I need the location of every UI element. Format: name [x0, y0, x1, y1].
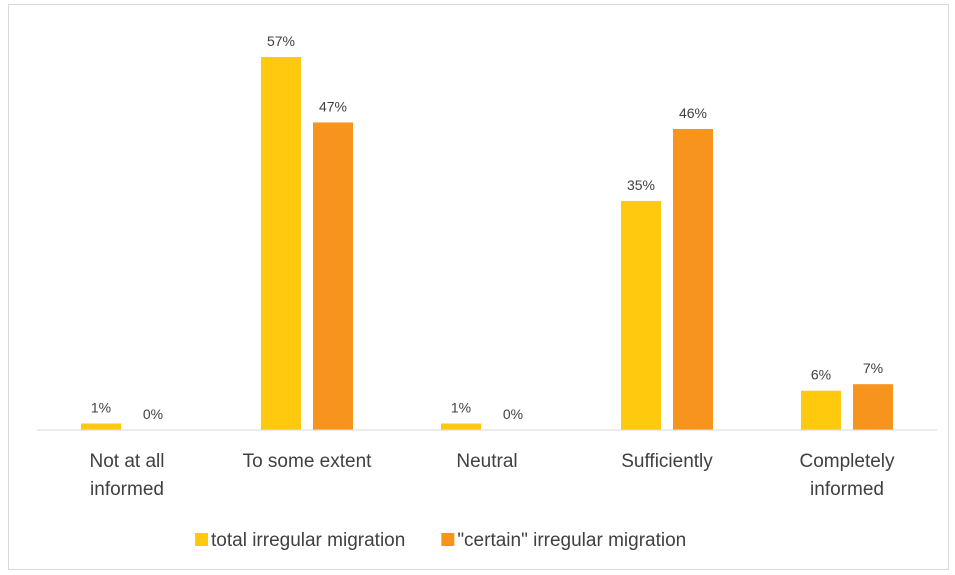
legend-label-0: total irregular migration [211, 530, 405, 551]
data-label-s0-c2: 1% [451, 399, 471, 415]
category-label-1-line-0: To some extent [243, 451, 373, 472]
category-label-2-line-0: Neutral [456, 451, 517, 472]
bar-s0-c3 [621, 200, 661, 430]
data-label-s0-c3: 35% [627, 177, 655, 193]
category-label-4: Completely informed [799, 451, 895, 500]
bar-s0-c0 [81, 423, 121, 430]
legend: total irregular migration "certain" irreg… [195, 530, 686, 551]
category-label-3: Sufficiently [621, 451, 713, 472]
data-label-s0-c1: 57% [267, 33, 295, 49]
bar-s0-c4 [801, 390, 841, 430]
data-label-s0-c0: 1% [91, 399, 111, 415]
legend-label-1: "certain" irregular migration [457, 530, 686, 551]
bar-s1-c1 [313, 122, 353, 430]
bar-s0-c2 [441, 423, 481, 430]
chart-frame [8, 4, 949, 570]
data-label-s0-c4: 6% [811, 367, 831, 383]
data-label-s1-c1: 47% [319, 98, 347, 114]
category-label-0-line-1: informed [90, 479, 164, 500]
data-label-s1-c3: 46% [679, 105, 707, 121]
legend-swatch-0 [195, 533, 208, 546]
bar-s1-c3 [673, 128, 713, 430]
category-label-4-line-1: informed [810, 479, 884, 500]
bars-group [81, 57, 893, 430]
bar-s1-c4 [853, 384, 893, 430]
data-label-s1-c0: 0% [143, 406, 163, 422]
value-labels-group: 1% 0% 57% 47% 1% 0% 35% 46% 6% 7% [91, 33, 883, 422]
category-labels-group: Not at all informed To some extent Neutral S… [90, 451, 896, 500]
category-label-2: Neutral [456, 451, 517, 472]
category-label-4-line-0: Completely [799, 451, 895, 472]
category-label-1: To some extent [243, 451, 373, 472]
category-label-0: Not at all informed [90, 451, 165, 500]
category-label-0-line-0: Not at all [90, 451, 165, 472]
legend-swatch-1 [441, 533, 455, 546]
data-label-s1-c2: 0% [503, 406, 523, 422]
category-label-3-line-0: Sufficiently [621, 451, 713, 472]
bar-s0-c1 [261, 57, 301, 430]
data-label-s1-c4: 7% [863, 360, 883, 376]
